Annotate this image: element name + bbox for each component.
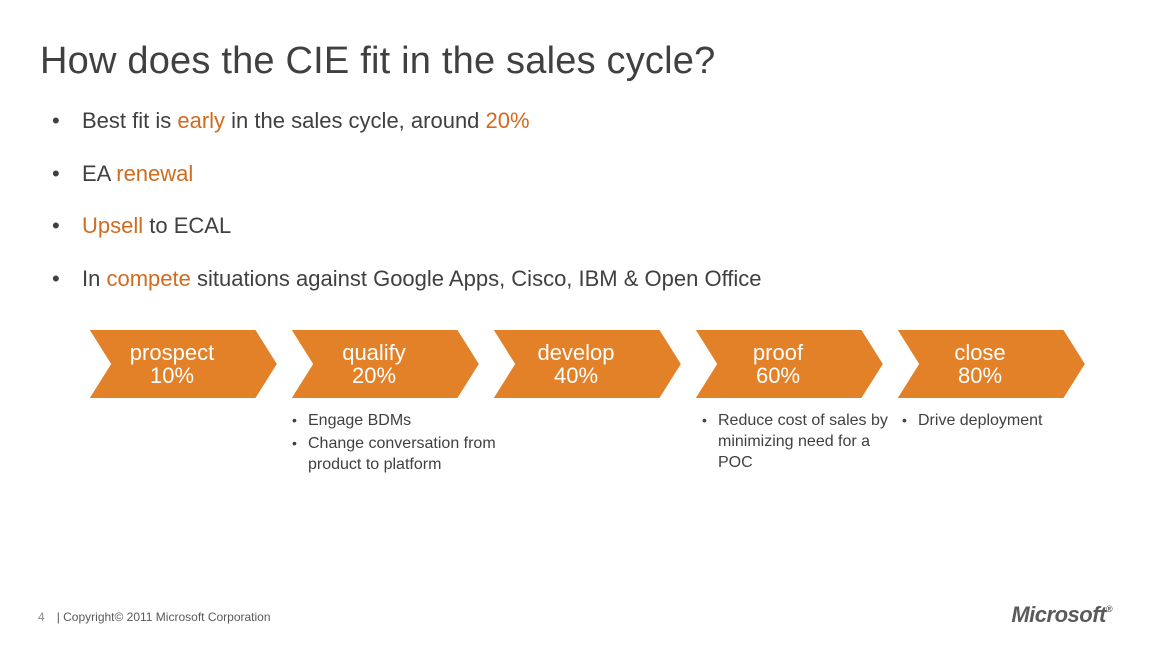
bullet-2: EA renewal (48, 160, 1112, 189)
chevron-label: qualify20% (290, 329, 458, 399)
note-item: Engage BDMs (288, 411, 548, 432)
bullet-1-hl2: 20% (486, 108, 530, 133)
chevron-label: close80% (896, 329, 1064, 399)
process-chevrons: prospect10% qualify20% develop40% proof60% c… (88, 329, 1112, 399)
notes-qualify-list: Engage BDMsChange conversation from prod… (288, 411, 548, 475)
notes-proof: Reduce cost of sales by minimizing need … (698, 411, 898, 477)
slide: How does the CIE fit in the sales cycle?… (0, 0, 1152, 648)
bullet-4-mid: situations against Google Apps, Cisco, I… (191, 266, 762, 291)
chevron-line1: qualify (342, 341, 406, 364)
chevron-line1: prospect (130, 341, 214, 364)
bullet-1-hl1: early (177, 108, 225, 133)
notes-qualify: Engage BDMsChange conversation from prod… (288, 411, 548, 477)
chevron-close: close80% (896, 329, 1086, 399)
bullet-1-mid: in the sales cycle, around (225, 108, 485, 133)
bullet-4-pre: In (82, 266, 106, 291)
bullet-1: Best fit is early in the sales cycle, ar… (48, 107, 1112, 136)
chevron-line2: 60% (756, 364, 800, 387)
chevron-line1: proof (753, 341, 803, 364)
bullet-3-hl1: Upsell (82, 213, 143, 238)
chevron-prospect: prospect10% (88, 329, 278, 399)
chevron-qualify: qualify20% (290, 329, 480, 399)
page-number: 4 (38, 610, 45, 624)
bullet-3: Upsell to ECAL (48, 212, 1112, 241)
note-item: Drive deployment (898, 411, 1098, 432)
chevron-line1: develop (537, 341, 614, 364)
notes-proof-list: Reduce cost of sales by minimizing need … (698, 411, 898, 473)
logo-reg: ® (1106, 604, 1112, 614)
chevron-line2: 10% (150, 364, 194, 387)
notes-close-list: Drive deployment (898, 411, 1098, 432)
notes-spacer-1 (88, 411, 288, 477)
microsoft-logo: Microsoft® (1011, 602, 1112, 628)
chevron-develop: develop40% (492, 329, 682, 399)
copyright: | Copyright© 2011 Microsoft Corporation (57, 610, 271, 624)
chevron-line2: 40% (554, 364, 598, 387)
bullet-1-pre: Best fit is (82, 108, 177, 133)
bullet-3-mid: to ECAL (143, 213, 231, 238)
chevron-line2: 80% (958, 364, 1002, 387)
stage-notes: Engage BDMsChange conversation from prod… (88, 411, 1112, 477)
slide-title: How does the CIE fit in the sales cycle? (40, 40, 1112, 83)
logo-text: Microsoft (1011, 602, 1106, 627)
chevron-proof: proof60% (694, 329, 884, 399)
note-item: Change conversation from product to plat… (288, 434, 548, 476)
footer: 4 | Copyright© 2011 Microsoft Corporatio… (38, 610, 271, 624)
note-item: Reduce cost of sales by minimizing need … (698, 411, 898, 473)
chevron-label: prospect10% (88, 329, 256, 399)
bullet-4-hl1: compete (106, 266, 190, 291)
main-bullets: Best fit is early in the sales cycle, ar… (48, 107, 1112, 293)
chevron-line2: 20% (352, 364, 396, 387)
notes-spacer-2 (548, 411, 698, 477)
bullet-2-pre: EA (82, 161, 116, 186)
chevron-line1: close (954, 341, 1005, 364)
bullet-2-hl1: renewal (116, 161, 193, 186)
chevron-label: proof60% (694, 329, 862, 399)
chevron-label: develop40% (492, 329, 660, 399)
notes-close: Drive deployment (898, 411, 1098, 477)
bullet-4: In compete situations against Google App… (48, 265, 1112, 294)
